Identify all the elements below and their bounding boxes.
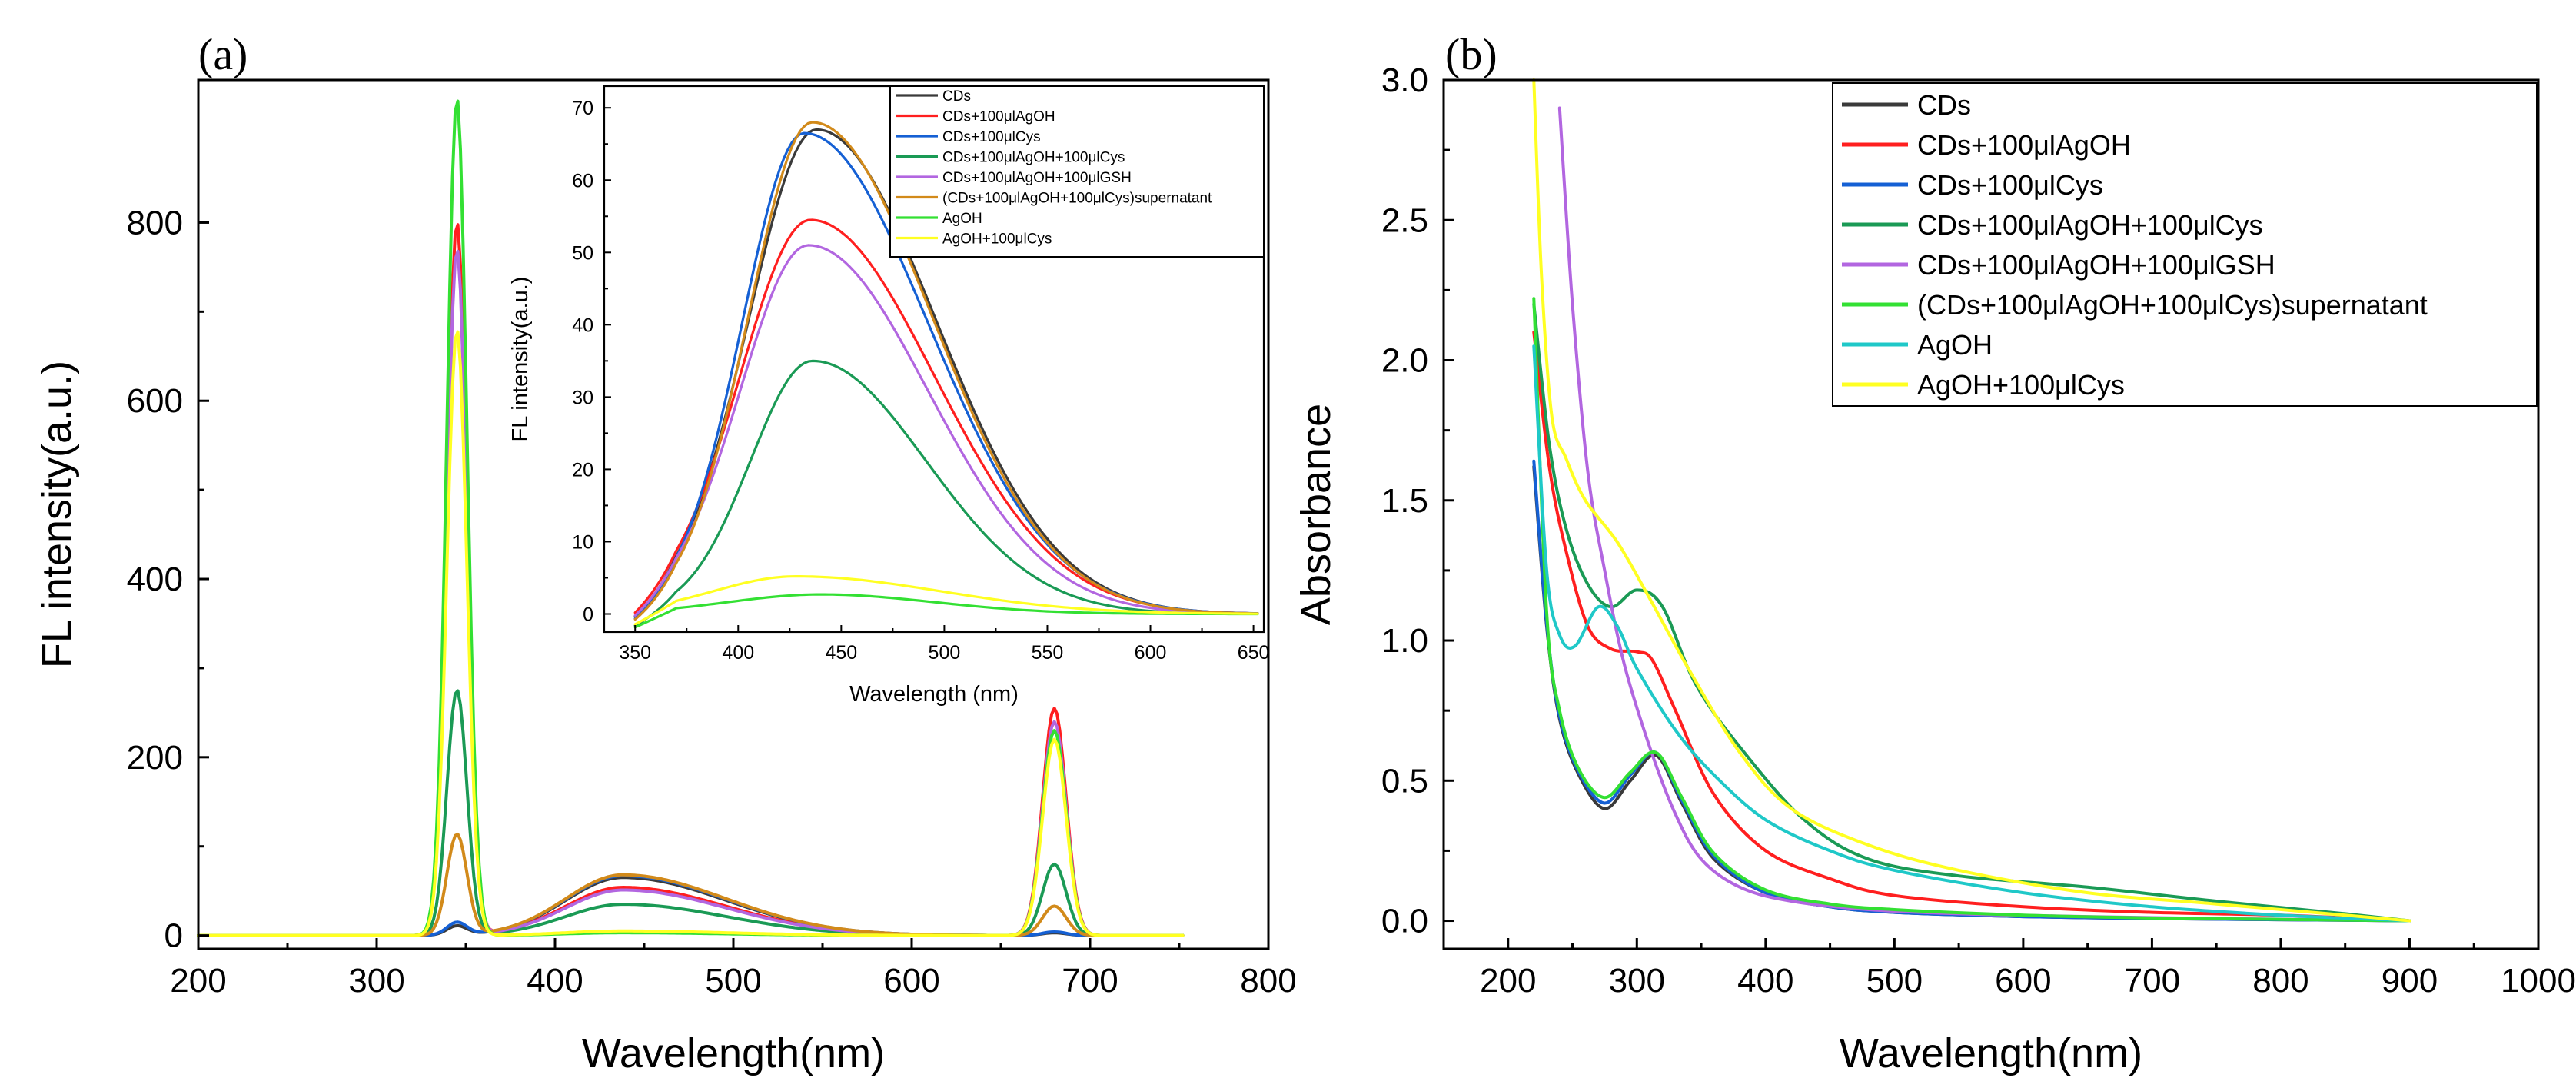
panel-a-series-group	[197, 99, 1185, 937]
y-tick-label: 200	[127, 739, 183, 777]
y-tick-label: 2.5	[1381, 201, 1428, 239]
panel-b-legend: CDs CDs+100μlAgOH CDs+100μlCys CDs+100μlAgO…	[1842, 89, 2428, 401]
y-tick-label: 0.5	[1381, 762, 1428, 800]
inset-legend-label: CDs+100μlCys	[942, 129, 1041, 145]
panel-b-frame	[1442, 78, 2540, 950]
panel-a-y-axis-title: FL intensity(a.u.)	[34, 361, 80, 668]
y-tick-label: 0.0	[1381, 903, 1428, 940]
y-tick-label: 2.0	[1381, 342, 1428, 380]
inset-x-ticks: 350 400 450 500 550 600 650	[619, 625, 1269, 664]
panel-b-series-cds-100-lagoh	[1532, 331, 2411, 923]
panel-b-series-group	[1532, 78, 2411, 923]
panel-a-label: (a)	[198, 29, 248, 79]
x-tick-label: 200	[1480, 962, 1536, 1000]
x-tick-label: 600	[883, 962, 939, 1000]
inset-legend-label: CDs+100μlAgOH+100μlGSH	[942, 170, 1132, 186]
panel-b-series-cds-100-lagoh-100-lcys-supernatant	[1532, 297, 2411, 923]
inset-series-agoh-100-lcys	[633, 575, 1259, 626]
y-tick-label: 1.5	[1381, 482, 1428, 520]
y-tick-label: 0	[165, 917, 183, 955]
panel-b-x-ticks: 200 300 400 500 600 700 800 900 1000	[1480, 938, 2576, 1000]
x-tick-label: 550	[1032, 642, 1064, 664]
x-tick-label: 800	[2252, 962, 2308, 1000]
panel-b-legend-box	[1832, 82, 2538, 407]
x-tick-label: 600	[1995, 962, 2051, 1000]
panel-b-legend-label: CDs+100μlAgOH+100μlCys	[1917, 209, 2263, 241]
x-tick-label: 300	[1609, 962, 1665, 1000]
y-tick-label: 0	[583, 604, 593, 625]
x-tick-label: 650	[1238, 642, 1270, 664]
inset-legend: CDs CDs+100μlAgOH CDs+100μlCys CDs+100μlAgO…	[896, 88, 1212, 248]
inset-x-axis-title: Wavelength (nm)	[849, 682, 1019, 707]
panel-b-legend-label: (CDs+100μlAgOH+100μlCys)supernatant	[1917, 289, 2428, 321]
panel-b: (b) 200 300 400 500 600 700 800 900 1000 0.0 0.5 1…	[1293, 29, 2576, 1076]
panel-b-series-cds	[1532, 465, 2411, 923]
inset-series-group	[633, 121, 1259, 629]
inset-legend-label: (CDs+100μlAgOH+100μlCys)supernatant	[942, 191, 1212, 207]
inset-legend-label: AgOH+100μlCys	[942, 231, 1052, 248]
x-tick-label: 900	[2382, 962, 2438, 1000]
x-tick-label: 1000	[2501, 962, 2576, 1000]
x-tick-label: 400	[527, 962, 583, 1000]
x-tick-label: 600	[1135, 642, 1167, 664]
x-tick-label: 700	[2124, 962, 2180, 1000]
x-tick-label: 500	[929, 642, 961, 664]
y-tick-label: 1.0	[1381, 622, 1428, 660]
inset-legend-box	[889, 85, 1265, 258]
panel-b-y-ticks: 0.0 0.5 1.0 1.5 2.0 2.5 3.0	[1381, 62, 1454, 940]
x-tick-label: 200	[170, 962, 226, 1000]
inset-legend-label: CDs+100μlAgOH	[942, 109, 1055, 125]
panel-b-x-axis-title: Wavelength(nm)	[1840, 1030, 2142, 1076]
panel-b-series-agoh	[1532, 344, 2411, 923]
panel-b-series-cds-100-lagoh-100-lcys	[1532, 302, 2411, 923]
panel-b-legend-label: CDs	[1917, 89, 1971, 121]
panel-b-label: (b)	[1445, 29, 1497, 79]
x-tick-label: 450	[825, 642, 857, 664]
x-tick-label: 500	[1866, 962, 1923, 1000]
x-tick-label: 300	[348, 962, 404, 1000]
x-tick-label: 800	[1240, 962, 1296, 1000]
panel-a-series-agoh-100-lcys	[197, 330, 1185, 937]
panel-b-legend-label: CDs+100μlAgOH	[1917, 129, 2131, 161]
inset-series-agoh	[633, 593, 1259, 629]
x-tick-label: 500	[705, 962, 761, 1000]
y-tick-label: 400	[127, 561, 183, 598]
inset-series-cds-100-lagoh-100-lcys-supernatant	[633, 121, 1259, 621]
panel-a-y-ticks: 0 200 400 600 800	[127, 204, 209, 955]
y-tick-label: 40	[572, 314, 593, 336]
panel-a-inset: 350 400 450 500 550 600 650 0 10 20 30 40 50 60 70 Wa…	[508, 83, 1269, 707]
panel-a-x-axis-title: Wavelength(nm)	[582, 1030, 885, 1076]
inset-legend-label: AgOH	[942, 211, 982, 227]
inset-y-ticks: 0 10 20 30 40 50 60 70	[572, 98, 611, 625]
y-tick-label: 600	[127, 382, 183, 420]
x-tick-label: 400	[1737, 962, 1793, 1000]
inset-y-axis-title: FL intensity(a.u.)	[508, 277, 533, 442]
y-tick-label: 20	[572, 459, 593, 481]
panel-b-legend-label: CDs+100μlAgOH+100μlGSH	[1917, 249, 2275, 281]
panel-b-legend-label: AgOH+100μlCys	[1917, 369, 2125, 401]
y-tick-label: 3.0	[1381, 62, 1428, 99]
panel-b-legend-label: AgOH	[1917, 329, 1993, 361]
panel-a-x-ticks: 200 300 400 500 600 700 800	[170, 938, 1297, 1000]
panel-a: (a) 200 300 400 500 600 700 800 0200400600800 …	[34, 29, 1297, 1076]
y-tick-label: 30	[572, 387, 593, 408]
inset-series-cds-100-lagoh-100-lgsh	[633, 244, 1259, 617]
y-tick-label: 50	[572, 242, 593, 264]
y-tick-label: 60	[572, 170, 593, 191]
y-tick-label: 10	[572, 531, 593, 553]
inset-legend-label: CDs	[942, 88, 971, 105]
panel-b-y-axis-title: Absorbance	[1293, 404, 1339, 625]
x-tick-label: 350	[619, 642, 651, 664]
x-tick-label: 700	[1062, 962, 1118, 1000]
y-tick-label: 70	[572, 98, 593, 119]
y-tick-label: 800	[127, 204, 183, 241]
inset-legend-label: CDs+100μlAgOH+100μlCys	[942, 150, 1125, 166]
panel-b-series-agoh-100-lcys	[1532, 78, 2411, 923]
x-tick-label: 400	[722, 642, 754, 664]
panel-b-legend-label: CDs+100μlCys	[1917, 169, 2103, 201]
